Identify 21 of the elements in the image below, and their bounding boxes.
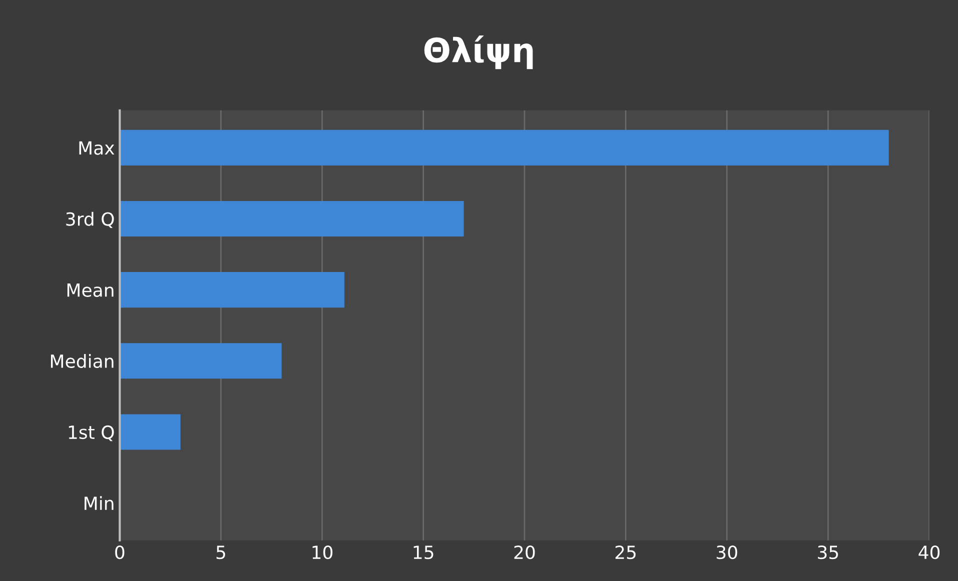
y-tick-label: Min (84, 496, 114, 510)
y-tick-label: 1st Q (68, 425, 114, 442)
y-tick-label: 3rd Q (66, 212, 114, 228)
x-tick-label: 30 (716, 546, 738, 560)
bar (120, 130, 889, 166)
y-tick-label: Max (79, 141, 114, 155)
x-tick-label: 40 (918, 546, 940, 560)
x-tick-label: 10 (312, 546, 332, 560)
bar (120, 343, 282, 379)
x-tick-label: 35 (818, 546, 838, 560)
y-tick-label: Mean (67, 284, 114, 297)
x-tick-label: 25 (616, 546, 636, 560)
x-tick-label: 5 (216, 546, 226, 560)
bar (120, 414, 180, 450)
bar (120, 272, 344, 308)
y-tick-label: Median (50, 354, 114, 368)
x-tick-label: 20 (514, 546, 535, 560)
x-tick-label: 15 (414, 546, 434, 560)
x-tick-label: 0 (115, 546, 124, 560)
bar (120, 200, 464, 237)
chart-title: Θλίψη (424, 35, 533, 70)
